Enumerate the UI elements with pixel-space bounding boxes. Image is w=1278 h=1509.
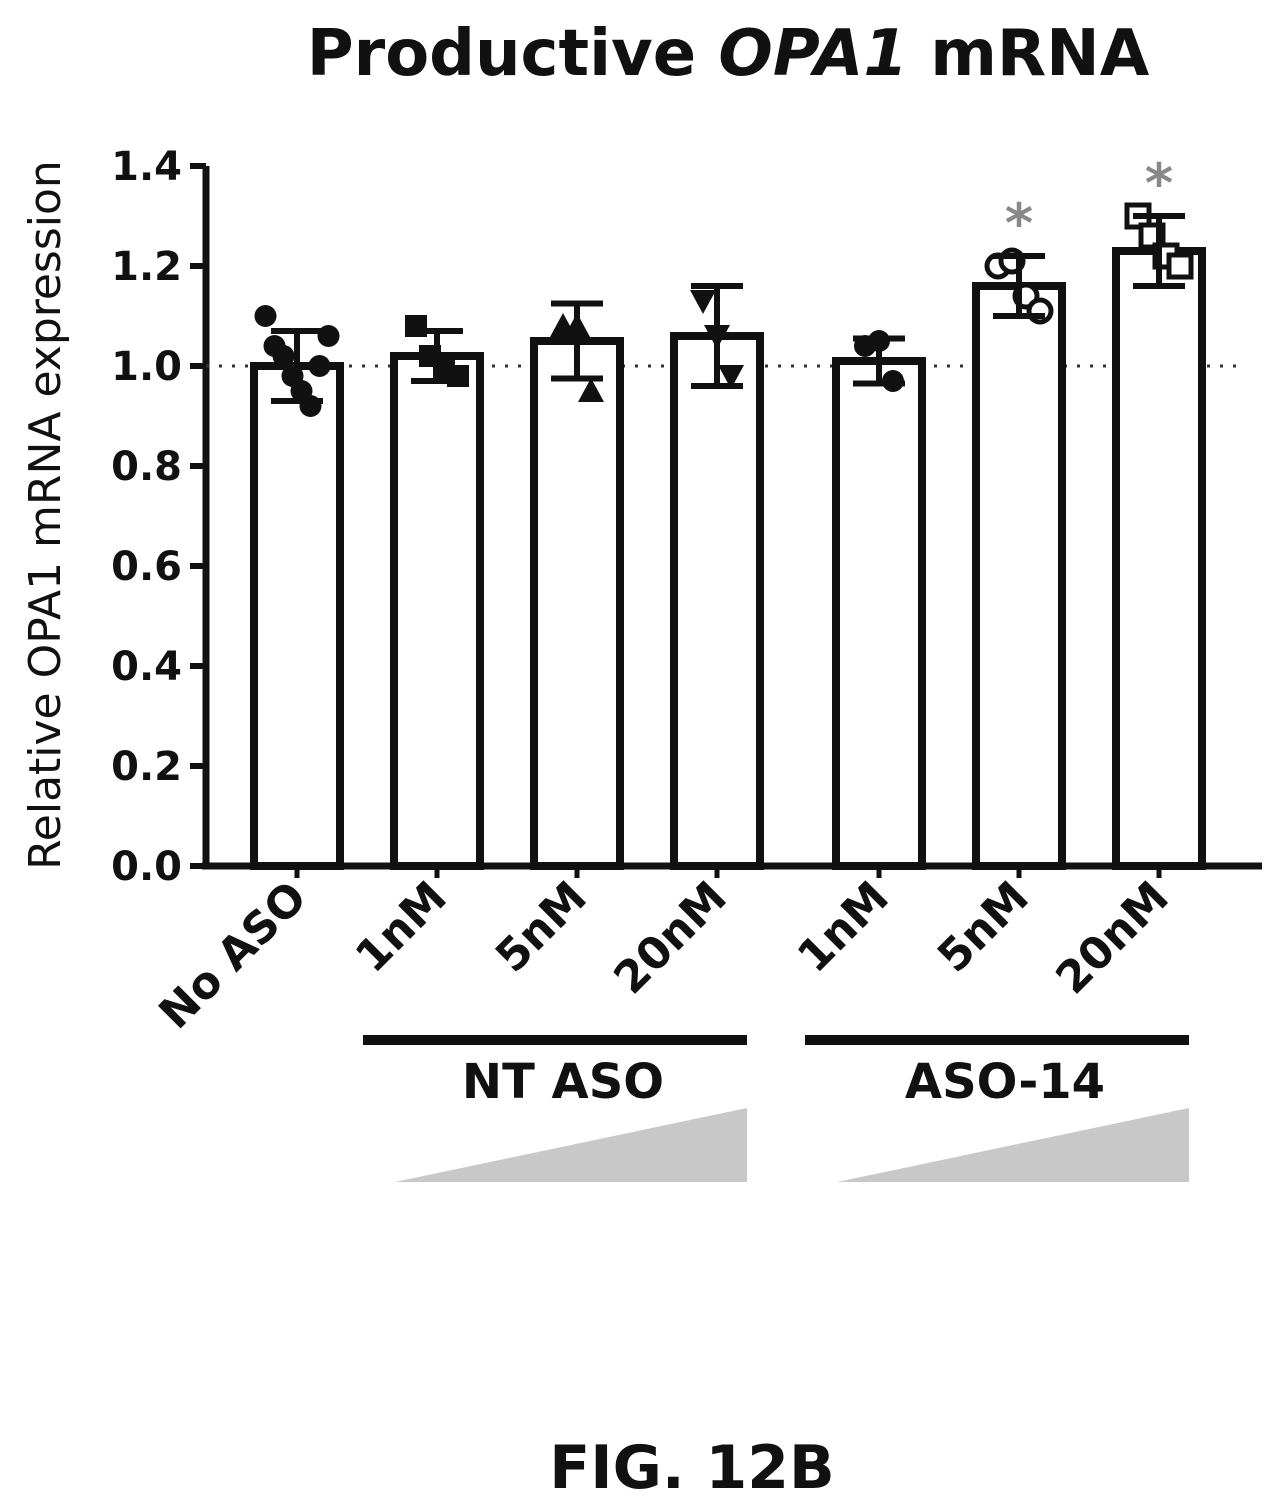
significance-mark: * (1005, 192, 1033, 255)
x-tick-label: 5nM (928, 872, 1039, 983)
x-tick-label: 20nM (1046, 872, 1178, 1004)
bar (832, 357, 926, 870)
concentration-wedge (837, 1108, 1189, 1182)
concentration-wedge (395, 1108, 747, 1182)
chart-title-gene: OPA1 (718, 17, 908, 91)
y-tick-label: 1.2 (111, 244, 182, 290)
x-tick-label: 1nM (346, 872, 457, 983)
y-tick-label: 0.4 (111, 644, 182, 690)
data-point (254, 305, 277, 327)
data-point (690, 290, 716, 314)
bar (530, 337, 624, 870)
bar (250, 362, 344, 870)
y-tick-label: 0.2 (111, 744, 182, 790)
group-label: NT ASO (462, 1054, 664, 1110)
y-tick-label: 0.6 (111, 544, 182, 590)
chart-title: Productive OPA1 mRNA (307, 17, 1150, 91)
y-tick-label: 0.0 (111, 844, 182, 890)
data-point (718, 365, 744, 389)
x-tick-label: 20nM (604, 872, 736, 1004)
plot-area: 0.00.20.40.60.81.01.21.4**No ASO 1nM 5nM 20… (111, 144, 1262, 1182)
bar (1112, 247, 1206, 870)
bar (972, 282, 1066, 870)
x-tick-label: 5nM (486, 872, 597, 983)
y-tick-label: 1.4 (111, 144, 182, 190)
significance-mark: * (1145, 152, 1173, 215)
data-point (1166, 252, 1194, 280)
x-tick-label: No ASO (150, 872, 317, 1039)
chart-title-main: Productive (307, 17, 719, 91)
bar (670, 332, 764, 870)
data-point (272, 345, 295, 367)
x-tick-label: 1nM (788, 872, 899, 983)
figure-label: FIG. 12B (549, 1433, 834, 1503)
y-tick-label: 1.0 (111, 344, 182, 390)
chart-title-suffix: mRNA (908, 17, 1150, 91)
group-label: ASO-14 (905, 1054, 1105, 1110)
data-point (578, 378, 604, 402)
y-axis-label: Relative OPA1 mRNA expression (20, 160, 71, 870)
data-point (308, 355, 331, 377)
y-tick-label: 0.8 (111, 444, 182, 490)
bar (390, 352, 484, 870)
